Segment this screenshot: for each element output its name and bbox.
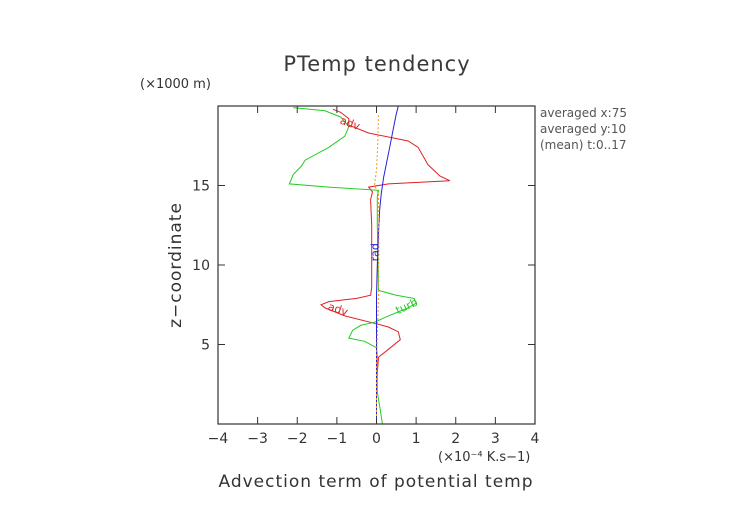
y-axis-label: z−coordinate bbox=[166, 202, 186, 328]
series-line-turb bbox=[288, 107, 417, 425]
plot-curves bbox=[288, 105, 451, 425]
curve-label-adv: adv bbox=[338, 114, 362, 133]
x-tick-label: 4 bbox=[531, 431, 540, 447]
x-tick-label: −1 bbox=[327, 431, 348, 447]
x-tick-label: −2 bbox=[287, 431, 308, 447]
chart-title: PTemp tendency bbox=[283, 52, 470, 76]
averaging-notes: averaged x:75 averaged y:10 (mean) t:0..… bbox=[540, 106, 627, 152]
y-tick-label: 10 bbox=[192, 258, 210, 274]
x-tick-label: −4 bbox=[208, 431, 229, 447]
x-tick-label: −3 bbox=[247, 431, 268, 447]
x-tick-label: 3 bbox=[491, 431, 500, 447]
x-axis-label: Advection term of potential temp bbox=[218, 472, 533, 492]
series-line-series-3 bbox=[373, 113, 380, 424]
curve-label-adv: adv bbox=[326, 300, 350, 319]
y-tick-label: 5 bbox=[201, 338, 210, 354]
note-y: averaged y:10 bbox=[540, 122, 626, 136]
curve-label-turb: turb bbox=[394, 296, 420, 317]
series-line-adv bbox=[320, 108, 451, 420]
note-t: (mean) t:0..17 bbox=[540, 138, 627, 152]
y-tick-label: 15 bbox=[192, 179, 210, 195]
series-line-rad bbox=[376, 105, 399, 424]
curve-label-rad: rad bbox=[368, 243, 381, 261]
x-tick-label: 1 bbox=[412, 431, 421, 447]
y-axis-ticks: 5 10 15 bbox=[192, 179, 535, 354]
note-x: averaged x:75 bbox=[540, 106, 627, 120]
y-unit-label: (×1000 m) bbox=[140, 77, 211, 92]
x-tick-label: 0 bbox=[372, 431, 381, 447]
x-unit-label: (×10⁻⁴ K.s−1) bbox=[438, 450, 530, 465]
x-axis-ticks: −4 −3 −2 −1 0 1 2 3 4 bbox=[208, 106, 540, 447]
x-tick-label: 2 bbox=[451, 431, 460, 447]
curve-labels: adv adv turb rad bbox=[326, 114, 419, 319]
